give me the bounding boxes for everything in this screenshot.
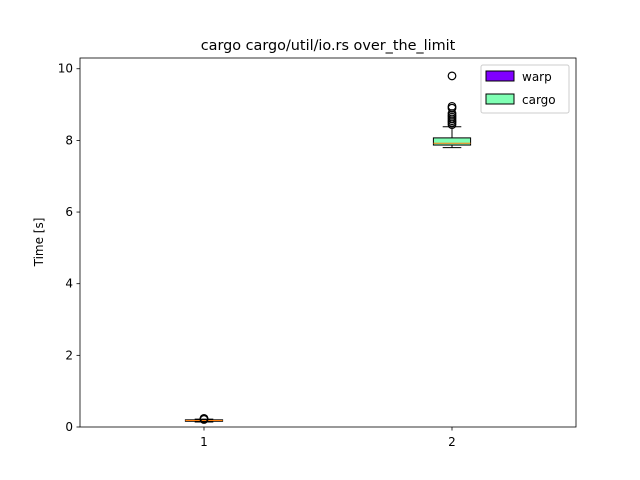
y-tick-label: 4 [65, 277, 73, 291]
y-tick-label: 10 [58, 62, 73, 76]
legend: warp cargo [480, 64, 570, 114]
legend-label-cargo: cargo [522, 93, 556, 107]
y-tick-label: 6 [65, 205, 73, 219]
outlier-point [447, 71, 457, 81]
chart-title: cargo cargo/util/io.rs over_the_limit [201, 38, 456, 54]
legend-label-warp: warp [522, 70, 552, 84]
legend-swatch-cargo [485, 93, 515, 105]
y-tick-label: 8 [65, 133, 73, 147]
axes-frame [79, 57, 577, 428]
y-tick-label: 2 [65, 348, 73, 362]
y-axis-label: Time [s] [32, 218, 46, 268]
x-tick-label: 1 [200, 435, 208, 449]
outlier-point [199, 414, 209, 423]
y-tick-label: 0 [65, 420, 73, 434]
box-cargo [432, 137, 472, 146]
outlier-point [447, 101, 457, 111]
x-tick-label: 2 [448, 435, 456, 449]
legend-swatch-warp [485, 70, 515, 82]
